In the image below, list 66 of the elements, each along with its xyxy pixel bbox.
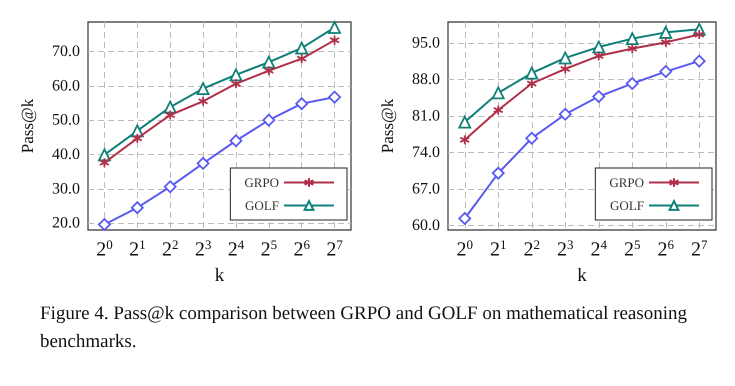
point [295, 42, 308, 54]
legend-label: GOLF [610, 198, 644, 213]
x-axis-title: k [577, 265, 588, 286]
point [525, 132, 538, 145]
y-tick-label: 20.0 [52, 214, 80, 232]
point [525, 66, 538, 80]
point [98, 218, 111, 231]
point [626, 32, 639, 46]
y-axis-title: Pass@k [18, 98, 37, 154]
y-tick-label: 50.0 [52, 112, 80, 129]
point [230, 68, 242, 82]
point [164, 180, 177, 194]
point [263, 65, 274, 76]
point [659, 26, 672, 39]
point [132, 132, 143, 144]
point [196, 157, 210, 170]
point [262, 114, 276, 127]
y-tick-label: 81.0 [412, 107, 440, 124]
x-axis-title: k [214, 265, 225, 286]
point [329, 34, 340, 46]
point [230, 78, 242, 90]
point [626, 77, 639, 90]
y-tick-label: 40.0 [52, 146, 80, 163]
point [526, 78, 538, 89]
point [560, 64, 571, 74]
point [492, 166, 505, 180]
y-tick-label: 88.0 [412, 70, 440, 88]
point [196, 82, 210, 95]
point [164, 100, 177, 114]
y-axis-title: Pass@k [378, 98, 397, 154]
point [660, 36, 672, 48]
point [592, 40, 606, 54]
point [99, 157, 110, 168]
point [295, 97, 308, 110]
point [626, 43, 638, 54]
y-tick-label: 60.0 [412, 216, 440, 234]
point [492, 86, 505, 100]
point [296, 53, 308, 64]
point [130, 201, 144, 214]
point [694, 29, 705, 40]
y-tick-label: 70.0 [52, 43, 80, 60]
point [593, 50, 604, 62]
point [328, 21, 341, 34]
point [328, 90, 341, 104]
point [198, 96, 208, 107]
point [558, 108, 572, 121]
legend-label: GRPO [244, 175, 279, 190]
y-tick-label: 95.0 [412, 34, 440, 52]
legend-label: GOLF [245, 198, 279, 213]
y-tick-label: 30.0 [52, 180, 80, 198]
point [592, 90, 606, 103]
point [458, 116, 472, 128]
point [459, 134, 470, 146]
y-tick-label: 60.0 [52, 77, 80, 94]
caption: Figure 4. Pass@k comparison between GRPO and GOLF on mathematical reasoning benchmarks. [40, 302, 688, 354]
point [458, 212, 472, 225]
point [164, 110, 176, 120]
point [558, 52, 572, 64]
legend-label: GRPO [609, 175, 644, 190]
y-tick-label: 67.0 [412, 180, 440, 198]
y-tick-label: 74.0 [412, 144, 440, 161]
point [492, 104, 504, 116]
point [230, 134, 242, 148]
point [692, 54, 706, 68]
point [262, 56, 276, 69]
point [659, 65, 672, 78]
